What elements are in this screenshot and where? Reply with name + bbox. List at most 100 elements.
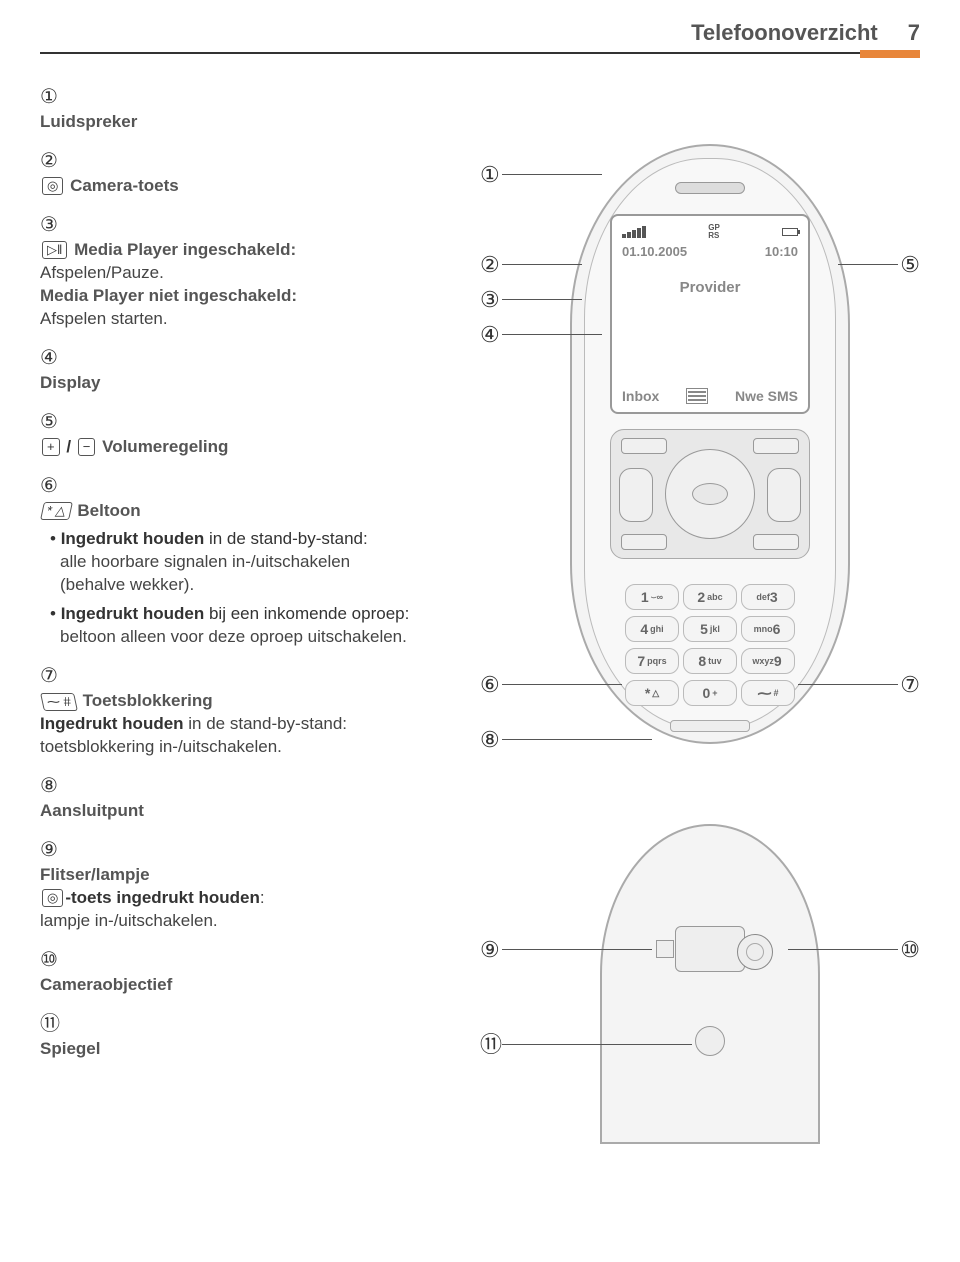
item-5: ⑤ + / − Volumeregeling: [40, 409, 450, 459]
item-2: ② ◎ Camera-toets: [40, 148, 450, 198]
item-num: ③: [40, 212, 66, 239]
item-7: ⑦ ⁓ # Toetsblokkering Ingedrukt houden i…: [40, 663, 450, 759]
item-desc: :: [260, 888, 265, 907]
phone-front: GP RS 01.10.2005 10:10 Provider Inbox Nw…: [570, 144, 850, 744]
softkey-tl: [621, 438, 667, 454]
callout-line: [502, 949, 652, 950]
diagram-column: GP RS 01.10.2005 10:10 Provider Inbox Nw…: [480, 84, 920, 1184]
minus-icon: −: [78, 438, 96, 456]
item-desc-bold: -toets ingedrukt houden: [65, 888, 260, 907]
callout-line: [502, 739, 652, 740]
keypad-key: 8tuv: [683, 648, 737, 674]
keypad-key: 4ghi: [625, 616, 679, 642]
back-plate: [675, 926, 745, 972]
nav-pad: [610, 429, 810, 559]
page-number: 7: [908, 20, 920, 46]
softkey-tr: [753, 438, 799, 454]
callout-11: ⑪: [480, 1034, 502, 1056]
accent-bar: [860, 50, 920, 58]
item-desc-bold: Media Player niet ingeschakeld:: [40, 286, 297, 305]
item-num: ⑪: [40, 1011, 66, 1038]
callout-1: ①: [480, 164, 500, 186]
item-num: ⑩: [40, 947, 66, 974]
dpad-center: [692, 483, 728, 505]
right-softkey-label: Nwe SMS: [735, 388, 798, 404]
camera-icon: ◎: [42, 177, 63, 195]
softkey-bar: Inbox Nwe SMS: [622, 388, 798, 404]
dpad: [665, 449, 755, 539]
item-desc: toetsblokkering in-/uitschakelen.: [40, 737, 282, 756]
item-num: ①: [40, 84, 66, 111]
softkey-bl: [621, 534, 667, 550]
item-title: Luidspreker: [40, 112, 137, 131]
item-desc-bold: Ingedrukt houden: [40, 714, 184, 733]
item-title: Camera-toets: [70, 176, 179, 195]
callout-line: [838, 264, 898, 265]
callout-line: [798, 684, 898, 685]
keypad-key: 5jkl: [683, 616, 737, 642]
callout-line: [502, 334, 602, 335]
item-num: ②: [40, 148, 66, 175]
item-3: ③ ▷‖ Media Player ingeschakeld: Afspelen…: [40, 212, 450, 331]
callout-line: [502, 1044, 692, 1045]
camera-lens: [737, 934, 773, 970]
battery-icon: [782, 228, 798, 236]
mirror: [695, 1026, 725, 1056]
status-bar: GP RS: [622, 224, 798, 240]
item-num: ⑧: [40, 773, 66, 800]
item-title: Cameraobjectief: [40, 975, 172, 994]
phone-back: [600, 824, 820, 1144]
keypad-key: wxyz9: [741, 648, 795, 674]
call-key: [619, 468, 653, 522]
item-num: ④: [40, 345, 66, 372]
item-desc: lampje in-/uitschakelen.: [40, 911, 218, 930]
keypad-key: 7pqrs: [625, 648, 679, 674]
keypad-key: 0+: [683, 680, 737, 706]
callout-3: ③: [480, 289, 500, 311]
gprs-icon: GP RS: [708, 224, 720, 240]
keypad: 1⌣∞2abcdef34ghi5jklmno67pqrs8tuvwxyz9*△0…: [625, 584, 795, 706]
earpiece: [675, 182, 745, 194]
item-desc: in de stand-by-stand:: [184, 714, 347, 733]
item-6: ⑥ * △ Beltoon Ingedrukt houden in de sta…: [40, 473, 450, 650]
callout-4: ④: [480, 324, 500, 346]
star-key-icon: * △: [40, 502, 72, 520]
phone-diagram: GP RS 01.10.2005 10:10 Provider Inbox Nw…: [480, 84, 920, 1184]
content-columns: ① Luidspreker ② ◎ Camera-toets ③ ▷‖ Medi…: [40, 84, 920, 1184]
phone-screen: GP RS 01.10.2005 10:10 Provider Inbox Nw…: [610, 214, 810, 414]
callout-line: [502, 174, 602, 175]
keypad-key: def3: [741, 584, 795, 610]
keypad-key: 1⌣∞: [625, 584, 679, 610]
item-8: ⑧ Aansluitpunt: [40, 773, 450, 823]
callout-8: ⑧: [480, 729, 500, 751]
bullet-text: in de stand-by-stand:: [204, 529, 367, 548]
bullet: Ingedrukt houden in de stand-by-stand: a…: [50, 528, 420, 597]
callout-7: ⑦: [900, 674, 920, 696]
callout-line: [502, 299, 582, 300]
item-num: ⑤: [40, 409, 66, 436]
camera-icon: ◎: [42, 889, 63, 907]
item-title: Toetsblokkering: [83, 691, 213, 710]
callout-6: ⑥: [480, 674, 500, 696]
item-title: Spiegel: [40, 1039, 100, 1058]
date-time-line: 01.10.2005 10:10: [622, 244, 798, 259]
item-4: ④ Display: [40, 345, 450, 395]
callout-5: ⑤: [900, 254, 920, 276]
item-1: ① Luidspreker: [40, 84, 450, 134]
item-9: ⑨ Flitser/lampje ◎-toets ingedrukt houde…: [40, 837, 450, 933]
item-desc: Afspelen/Pauze.: [40, 263, 164, 282]
item-11: ⑪ Spiegel: [40, 1011, 450, 1061]
softkey-br: [753, 534, 799, 550]
end-key: [767, 468, 801, 522]
callout-9: ⑨: [480, 939, 500, 961]
item-title: Volumeregeling: [102, 437, 228, 456]
item-title: Media Player ingeschakeld:: [74, 240, 296, 259]
bullet-bold: Ingedrukt houden: [61, 604, 205, 623]
left-softkey-label: Inbox: [622, 388, 659, 404]
legend-list: ① Luidspreker ② ◎ Camera-toets ③ ▷‖ Medi…: [40, 84, 450, 1184]
connector-port: [670, 720, 750, 732]
menu-icon: [686, 388, 708, 404]
flash-lamp: [656, 940, 674, 958]
item-title: Aansluitpunt: [40, 801, 144, 820]
plus-icon: +: [42, 438, 60, 456]
